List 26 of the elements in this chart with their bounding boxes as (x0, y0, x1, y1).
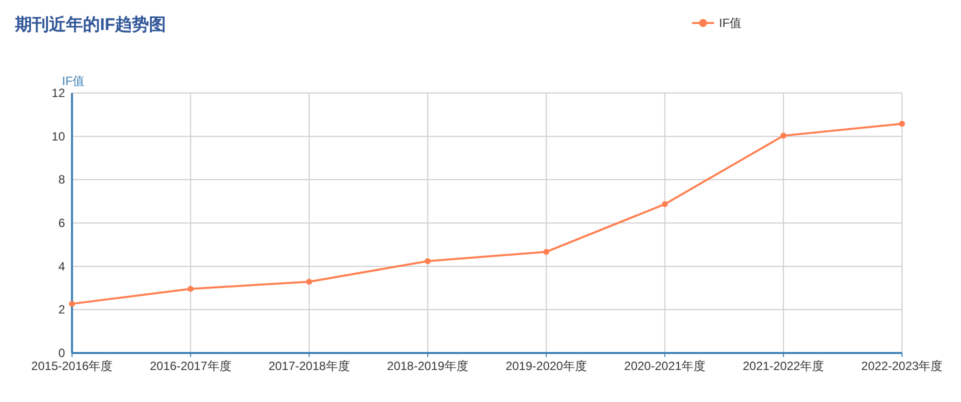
y-tick-label: 12 (52, 86, 66, 100)
y-tick-label: 0 (58, 346, 66, 360)
x-tick-label: 2020-2021年度 (624, 359, 706, 373)
point (69, 300, 75, 307)
y-tick-label: 4 (58, 259, 66, 274)
point (306, 278, 312, 285)
y-tick-label: 8 (58, 172, 66, 187)
x-tick-label: 2021-2022年度 (742, 359, 824, 373)
point (780, 132, 786, 139)
y-tick-label: 6 (58, 216, 66, 230)
point (899, 120, 905, 127)
x-tick-label: 2022-2023年度 (861, 359, 943, 373)
x-tick-label: 2018-2019年度 (387, 359, 468, 373)
x-tick-label: 2016-2017年度 (150, 359, 232, 373)
y-tick-label: 10 (52, 129, 66, 144)
x-tick-label: 2017-2018年度 (268, 359, 350, 373)
point (424, 258, 431, 264)
legend-label: IF值 (719, 16, 742, 30)
y-axis-title: IF值 (62, 74, 85, 88)
x-tick-label: 2019-2020年度 (506, 359, 587, 373)
y-tick-label: 2 (58, 302, 66, 317)
x-tick-label: 2015-2016年度 (31, 359, 113, 373)
point (188, 286, 194, 292)
point (662, 201, 668, 208)
chart-title: 期刊近年的IF趋势图 (14, 15, 166, 34)
point (543, 248, 550, 255)
